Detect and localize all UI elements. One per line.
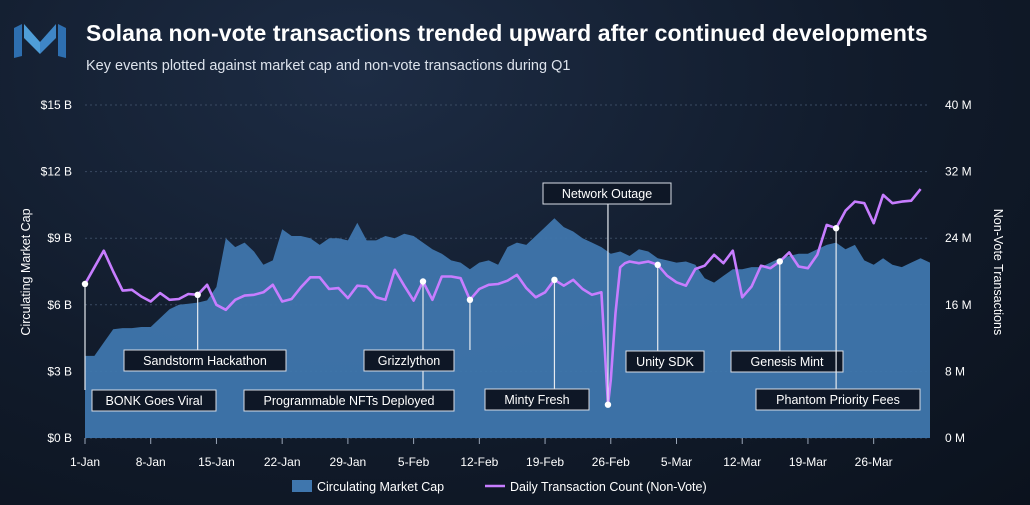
event-annotations: BONK Goes Viral Sandstorm Hackathon Progra… — [81, 182, 921, 412]
y-left-axis-title: Circulating Market Cap — [19, 208, 33, 335]
y-right-tick-label: 40 M — [945, 98, 972, 112]
x-tick-label: 19-Feb — [526, 455, 564, 469]
event-label: Phantom Priority Fees — [776, 393, 900, 407]
y-right-tick-label: 0 M — [945, 431, 965, 445]
event-marker — [81, 280, 89, 288]
event-label: Network Outage — [562, 187, 652, 201]
legend-area-swatch — [292, 480, 312, 492]
y-right-tick-label: 16 M — [945, 298, 972, 312]
axis-labels: $0 B 0 M $3 B 8 M $6 B 16 M $9 B 24 M $12 B 32 M $… — [19, 98, 1005, 469]
x-tick-label: 15-Jan — [198, 455, 235, 469]
y-left-tick-label: $0 B — [47, 431, 72, 445]
transaction-count-line — [83, 188, 922, 406]
event-label: Minty Fresh — [504, 393, 569, 407]
event-marker — [466, 296, 474, 304]
event-label: BONK Goes Viral — [105, 394, 202, 408]
x-tick-label: 19-Mar — [789, 455, 827, 469]
event-label: Genesis Mint — [751, 355, 824, 369]
event-marker — [194, 291, 201, 299]
event-marker — [776, 258, 783, 265]
event-label: Programmable NFTs Deployed — [264, 394, 435, 408]
chart-subtitle: Key events plotted against market cap an… — [86, 58, 571, 74]
x-tick-label: 26-Feb — [592, 455, 630, 469]
x-tick-label: 8-Jan — [136, 455, 166, 469]
event-marker — [604, 401, 612, 408]
event-label: Unity SDK — [636, 355, 694, 369]
x-tick-label: 5-Feb — [398, 455, 430, 469]
legend: Circulating Market Cap Daily Transaction… — [292, 480, 707, 494]
x-tick-label: 5-Mar — [661, 455, 692, 469]
market-cap-area-shape — [85, 218, 930, 438]
x-tick-label: 22-Jan — [264, 455, 301, 469]
event-label-box — [91, 389, 217, 412]
x-tick-label: 12-Feb — [460, 455, 498, 469]
y-left-tick-label: $15 B — [41, 98, 72, 112]
y-left-tick-label: $12 B — [41, 165, 72, 179]
chart-title: Solana non-vote transactions trended upw… — [86, 20, 928, 46]
y-right-tick-label: 8 M — [945, 364, 965, 378]
transaction-line — [83, 188, 922, 406]
y-right-tick-label: 32 M — [945, 165, 972, 179]
event-label-box — [755, 388, 921, 411]
event-label-box — [542, 182, 672, 205]
x-tick-label: 26-Mar — [855, 455, 893, 469]
y-left-tick-label: $3 B — [47, 364, 72, 378]
x-tick-label: 12-Mar — [723, 455, 761, 469]
event-label-box — [363, 349, 455, 372]
event-marker — [654, 261, 661, 269]
market-cap-area — [85, 218, 930, 438]
event-label-box — [243, 389, 455, 412]
y-left-tick-label: $9 B — [47, 231, 72, 245]
y-left-tick-label: $6 B — [47, 298, 72, 312]
event-label-box — [730, 350, 844, 373]
y-right-tick-label: 24 M — [945, 231, 972, 245]
event-label-box — [625, 350, 705, 373]
x-tick-label: 1-Jan — [70, 455, 100, 469]
event-label-box — [123, 349, 287, 372]
y-right-axis-title: Non-Vote Transactions — [991, 209, 1005, 335]
event-marker — [551, 276, 558, 284]
event-label-box — [484, 388, 590, 411]
legend-area-label: Circulating Market Cap — [317, 480, 444, 494]
brand-logo — [14, 24, 66, 58]
event-marker — [419, 278, 427, 285]
event-label: Sandstorm Hackathon — [143, 354, 267, 368]
event-marker — [832, 225, 840, 232]
event-label: Grizzlython — [378, 354, 441, 368]
x-tick-label: 29-Jan — [330, 455, 367, 469]
legend-line-label: Daily Transaction Count (Non-Vote) — [510, 480, 707, 494]
